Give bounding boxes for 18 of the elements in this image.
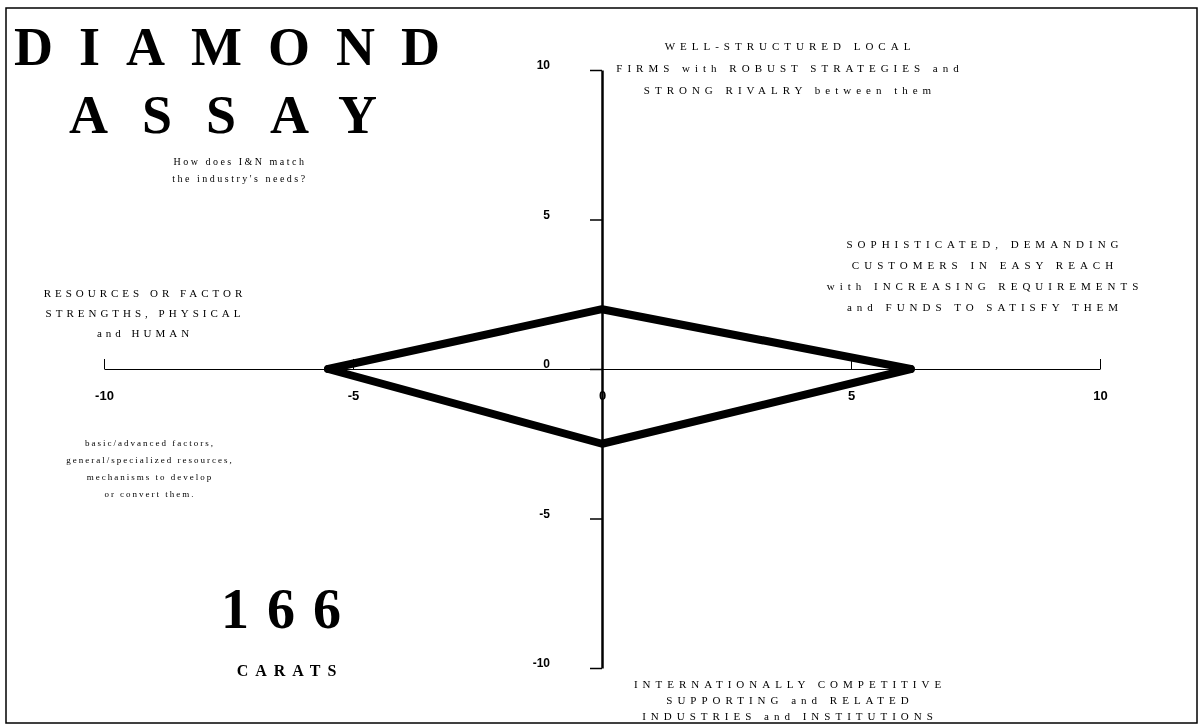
y-tick-label: -5 xyxy=(539,506,551,521)
annotation: basic/advanced factors, general/specialized resources, mechanisms to develop or convert them. xyxy=(66,438,234,499)
y-tick-label: 5 xyxy=(543,207,551,222)
y-tick-label: 0 xyxy=(543,357,551,372)
text: INTERNATIONALLY COMPETITIVE SUPPORTING and RELATED INDUSTRIES and INSTITUTIONS xyxy=(633,678,947,722)
annotation: RESOURCES OR FACTOR STRENGTHS, PHYSICAL and HUMAN xyxy=(43,287,247,339)
annotation: SOPHISTICATED, DEMANDING CUSTOMERS IN EASY REACH with INCREASING REQUIREMENTS and FUNDS TO SATISFY THEM xyxy=(826,238,1144,313)
annotation: WELL-STRUCTURED LOCAL FIRMS with ROBUST STRATEGIES and STRONG RIVALRY between them xyxy=(616,40,964,96)
annotation: CARATS xyxy=(236,662,344,679)
y-tick-label: -10 xyxy=(532,656,551,671)
annotation: 166 xyxy=(221,578,359,640)
chart-title: DIAMOND ASSAY xyxy=(14,17,466,145)
x-tick-label: -10 xyxy=(95,388,114,404)
x-tick-label: -5 xyxy=(347,388,360,404)
text: How does I&N match the industry's needs? xyxy=(172,156,308,184)
y-tick-label: 10 xyxy=(536,58,551,73)
x-tick-label: 10 xyxy=(1093,388,1108,404)
x-tick-label: 5 xyxy=(847,388,856,404)
